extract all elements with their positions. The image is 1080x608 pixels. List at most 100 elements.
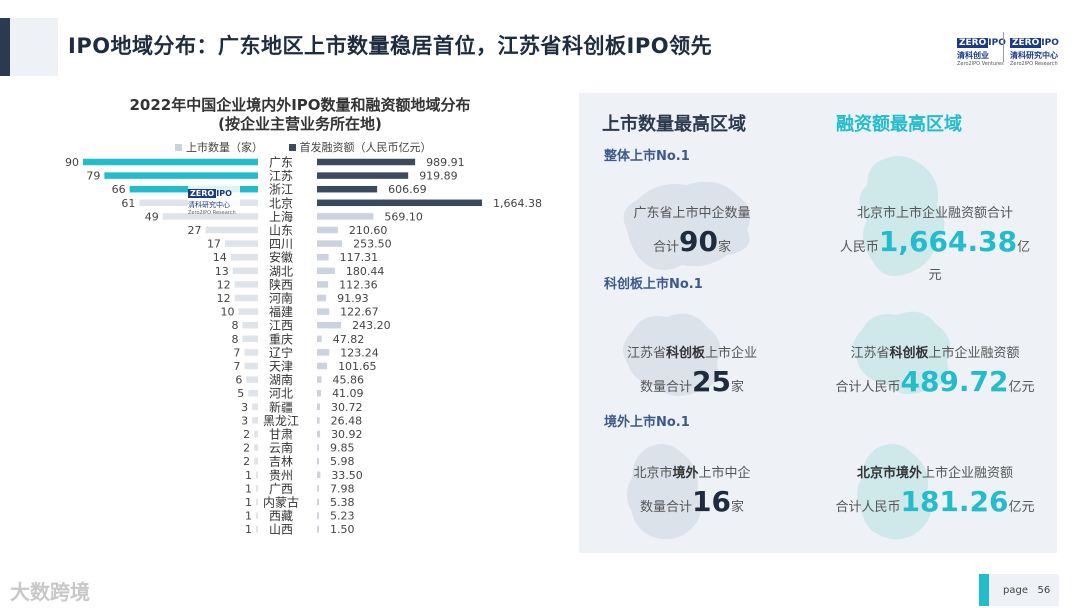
category-label: 辽宁 xyxy=(269,345,293,360)
count-bar xyxy=(256,498,258,506)
count-label: 13 xyxy=(215,265,229,278)
amount-bar xyxy=(317,485,319,492)
count-label: 49 xyxy=(145,210,159,223)
amount-bar xyxy=(317,308,330,315)
category-label: 云南 xyxy=(269,440,293,455)
amount-label: 919.89 xyxy=(419,170,458,183)
count-label: 17 xyxy=(207,238,221,251)
category-label: 山东 xyxy=(269,224,293,238)
count-label: 8 xyxy=(231,319,238,332)
amount-bar xyxy=(317,240,343,247)
count-label: 1 xyxy=(245,469,252,482)
jiangsu-map-icon-2 xyxy=(853,311,951,394)
count-bar xyxy=(234,281,258,288)
stat-overseas-amount: 北京市境外上市企业融资额 合计人民币181.26亿元 xyxy=(835,466,1035,518)
count-bar xyxy=(252,417,258,424)
chart-title: 2022年中国企业境内外IPO数量和融资额地域分布 (按企业主营业务所在地) xyxy=(129,96,471,133)
count-bar xyxy=(205,226,258,234)
amount-label: 1.50 xyxy=(330,523,355,536)
amount-label: 606.69 xyxy=(388,183,427,196)
count-bar xyxy=(162,213,258,220)
amount-bar xyxy=(317,403,321,411)
stat-star-count: 江苏省科创板上市企业 数量合计25家 xyxy=(626,346,758,398)
amount-label: 989.91 xyxy=(426,156,465,169)
page-number: page 56 xyxy=(1003,585,1051,596)
amount-bar xyxy=(317,321,342,329)
amount-bar xyxy=(317,349,330,356)
count-label: 27 xyxy=(188,224,202,237)
category-label: 湖北 xyxy=(269,263,293,278)
category-label: 陕西 xyxy=(269,277,293,292)
amount-label: 243.20 xyxy=(352,319,391,332)
count-bar xyxy=(244,362,258,370)
amount-bar xyxy=(317,430,321,438)
chart-legend: 上市数量（家） 首发融资额（人民币亿元） xyxy=(175,139,454,155)
amount-bar xyxy=(317,158,416,166)
amount-bar xyxy=(317,376,322,383)
category-label: 北京 xyxy=(269,196,293,210)
beijing-map-icon xyxy=(859,156,945,276)
page-number-accent xyxy=(979,574,989,606)
amount-bar xyxy=(317,294,327,302)
category-label: 新疆 xyxy=(269,399,293,414)
amount-label: 41.09 xyxy=(332,387,364,400)
zero2ipo-ventures-logo: ZERO IPO 清科创业 Zero2IPO Ventures xyxy=(957,38,1006,67)
category-label: 甘肃 xyxy=(269,428,293,442)
amount-bar xyxy=(317,471,321,479)
amount-bar xyxy=(317,498,319,506)
col-title-amount: 融资额最高区域 xyxy=(836,114,962,135)
count-label: 7 xyxy=(233,346,240,359)
col-title-count: 上市数量最高区域 xyxy=(602,114,746,135)
count-bar xyxy=(238,308,258,315)
count-label: 12 xyxy=(217,278,231,291)
count-label: 2 xyxy=(243,428,250,441)
amount-bar xyxy=(317,267,335,275)
count-bar xyxy=(256,512,258,519)
header-accent-bar xyxy=(0,18,10,76)
amount-label: 569.10 xyxy=(384,210,423,223)
count-bar xyxy=(256,525,258,533)
amount-bar xyxy=(317,525,319,533)
category-label: 广西 xyxy=(269,482,293,496)
count-label: 12 xyxy=(217,292,231,305)
category-label: 江西 xyxy=(269,319,293,333)
count-bar xyxy=(104,172,258,179)
category-label: 广东 xyxy=(269,156,293,170)
amount-label: 1,664.38 xyxy=(493,197,542,210)
count-bar xyxy=(244,349,258,356)
count-bar xyxy=(246,376,258,383)
amount-label: 5.38 xyxy=(330,496,355,509)
category-label: 浙江 xyxy=(269,183,293,197)
count-label: 90 xyxy=(65,156,79,169)
amount-label: 112.36 xyxy=(339,278,378,291)
zero2ipo-watermark: ZERO IPO 清科研究中心 Zero2IPO Research xyxy=(188,181,240,216)
count-bar xyxy=(232,267,258,275)
category-label: 湖南 xyxy=(269,372,293,387)
category-label: 天津 xyxy=(269,360,293,374)
category-label: 内蒙古 xyxy=(263,495,299,510)
stat-star-amount: 江苏省科创板上市企业融资额 合计人民币489.72亿元 xyxy=(835,346,1035,398)
count-bar xyxy=(254,444,258,451)
amount-label: 122.67 xyxy=(340,306,379,319)
count-label: 1 xyxy=(245,523,252,536)
count-label: 10 xyxy=(221,306,235,319)
category-label: 四川 xyxy=(269,237,293,251)
amount-label: 180.44 xyxy=(346,265,385,278)
amount-bar xyxy=(317,335,322,343)
count-bar xyxy=(242,335,258,343)
count-label: 2 xyxy=(243,442,250,455)
count-label: 1 xyxy=(245,496,252,509)
amount-label: 26.48 xyxy=(331,414,363,427)
category-label: 河南 xyxy=(269,291,293,306)
stat-overall-count: 广东省上市中企数量 合计90家 xyxy=(633,206,751,258)
page-number-box xyxy=(979,574,1059,606)
beijing-map-icon-3 xyxy=(857,444,931,540)
amount-bar xyxy=(317,512,319,519)
count-label: 79 xyxy=(86,170,100,183)
amount-label: 5.98 xyxy=(330,455,355,468)
count-bar xyxy=(224,240,258,247)
section-label-overseas: 境外上市No.1 xyxy=(604,415,690,430)
category-label: 安徽 xyxy=(269,250,293,265)
zero2ipo-research-logo: ZERO IPO 清科研究中心 Zero2IPO Research xyxy=(1010,38,1059,67)
amount-label: 45.86 xyxy=(333,374,365,387)
